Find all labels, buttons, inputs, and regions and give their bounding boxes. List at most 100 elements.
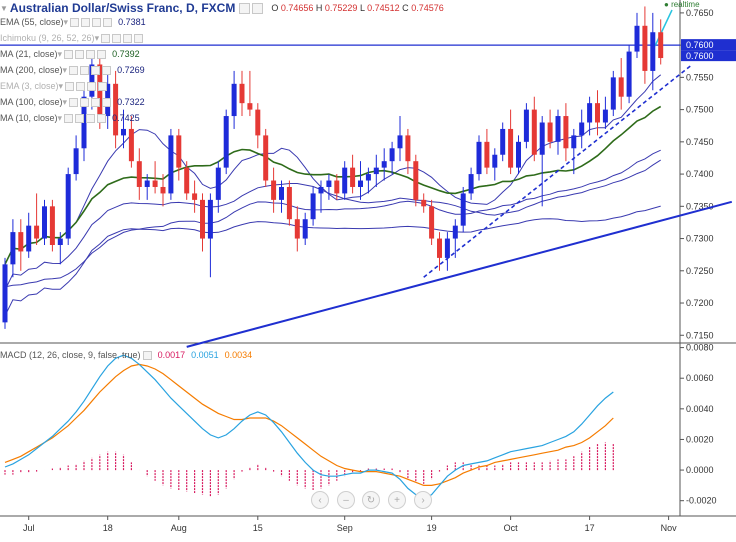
eye-icon[interactable] xyxy=(70,17,80,27)
macd-tick-label: -0.0020 xyxy=(686,496,717,506)
candle-body xyxy=(152,180,158,187)
candle-body xyxy=(215,167,221,200)
macd-tick-label: 0.0040 xyxy=(686,404,714,414)
eye-icon[interactable] xyxy=(239,2,251,14)
settings-icon[interactable] xyxy=(81,17,91,27)
close-icon[interactable] xyxy=(97,49,107,59)
candle-body xyxy=(358,180,363,187)
candle-body xyxy=(539,122,545,155)
eye-icon[interactable] xyxy=(65,81,75,91)
realtime-indicator: ● realtime xyxy=(664,0,700,9)
chevron-down-icon[interactable]: ▾ xyxy=(58,81,64,91)
settings-icon[interactable] xyxy=(252,2,264,14)
reset-icon[interactable]: ↻ xyxy=(362,491,380,509)
close-icon[interactable] xyxy=(134,33,144,43)
eye-icon[interactable] xyxy=(69,97,79,107)
indicator-row: EMA (3, close) ▾ xyxy=(0,80,113,92)
chevron-down-icon[interactable]: ▾ xyxy=(57,49,63,59)
price-tick-label: 0.7150 xyxy=(686,330,714,340)
candle-body xyxy=(389,148,395,162)
candle-body xyxy=(334,180,340,194)
plus-icon[interactable] xyxy=(86,113,96,123)
time-tick-label: Aug xyxy=(171,523,187,533)
close-icon[interactable] xyxy=(103,17,113,27)
plus-icon[interactable] xyxy=(91,65,101,75)
settings-icon[interactable] xyxy=(75,49,85,59)
close-icon[interactable] xyxy=(102,97,112,107)
candle-body xyxy=(531,109,537,155)
eye-icon[interactable] xyxy=(69,65,79,75)
ma-line xyxy=(4,159,661,291)
candle-body xyxy=(516,141,521,168)
chevron-down-icon[interactable]: ▾ xyxy=(94,33,100,43)
chevron-down-icon[interactable]: ▾ xyxy=(62,65,68,75)
zoom-in-icon[interactable]: › xyxy=(414,491,432,509)
candle-body xyxy=(610,77,616,110)
candle-body xyxy=(144,180,150,187)
chevron-down-icon[interactable]: ▾ xyxy=(63,17,69,27)
candle-body xyxy=(476,141,482,175)
candle-body xyxy=(444,238,450,258)
candle-body xyxy=(113,83,119,136)
candle-body xyxy=(508,128,514,168)
candle-body xyxy=(42,206,47,239)
close-icon[interactable] xyxy=(102,65,112,75)
plus-icon[interactable] xyxy=(87,81,97,91)
plus-icon[interactable] xyxy=(92,17,102,27)
time-tick-label: Oct xyxy=(504,523,519,533)
plus-icon[interactable] xyxy=(86,49,96,59)
chevron-down-icon[interactable]: ▼ xyxy=(0,3,8,13)
candle-body xyxy=(571,135,577,149)
candle-body xyxy=(658,32,664,59)
indicator-label: MA (100, close) xyxy=(0,97,63,107)
candle-body xyxy=(49,206,55,245)
candle-body xyxy=(437,238,442,258)
indicator-label: MA (21, close) xyxy=(0,49,58,59)
price-tick-label: 0.7350 xyxy=(686,201,714,211)
eye-icon[interactable] xyxy=(101,33,111,43)
ohlc-readout: O 0.74656 H 0.75229 L 0.74512 C 0.74576 xyxy=(271,3,444,13)
close-value: 0.74576 xyxy=(411,3,444,13)
zoom-out-icon[interactable]: ‹ xyxy=(311,491,329,509)
candle-body xyxy=(231,83,237,117)
macd-tick-label: 0.0060 xyxy=(686,373,714,383)
candle-body xyxy=(642,25,648,71)
realtime-pointer xyxy=(654,9,673,47)
price-tick-label: 0.7300 xyxy=(686,234,714,244)
macd-legend: MACD (12, 26, close, 9, false, true) 0.0… xyxy=(0,349,252,361)
settings-icon[interactable] xyxy=(112,33,122,43)
indicator-label: MA (200, close) xyxy=(0,65,63,75)
settings-icon[interactable] xyxy=(76,81,86,91)
eye-icon[interactable] xyxy=(64,49,74,59)
close-icon[interactable] xyxy=(98,81,108,91)
candle-body xyxy=(381,161,387,168)
chevron-down-icon[interactable]: ▾ xyxy=(57,113,63,123)
candle-body xyxy=(200,199,205,239)
macd-signal-value: 0.0034 xyxy=(224,350,253,360)
settings-icon[interactable] xyxy=(80,97,90,107)
minus-icon[interactable]: – xyxy=(337,491,355,509)
close-icon[interactable] xyxy=(97,113,107,123)
candle-body xyxy=(81,96,87,149)
indicator-row: Ichimoku (9, 26, 52, 26) ▾ xyxy=(0,32,149,44)
plus-icon[interactable] xyxy=(123,33,133,43)
candle-body xyxy=(294,219,300,239)
candle-body xyxy=(587,103,593,123)
macd-tick-label: 0.0000 xyxy=(686,465,714,475)
settings-icon[interactable] xyxy=(80,65,90,75)
candle-body xyxy=(160,186,166,194)
chevron-down-icon[interactable] xyxy=(142,350,152,360)
candle-body xyxy=(263,135,269,181)
plus-icon[interactable]: + xyxy=(388,491,406,509)
plus-icon[interactable] xyxy=(91,97,101,107)
candle-body xyxy=(128,128,134,162)
candle-body xyxy=(286,186,292,220)
chevron-down-icon[interactable]: ▾ xyxy=(62,97,68,107)
time-tick-label: Sep xyxy=(337,523,353,533)
high-value: 0.75229 xyxy=(324,3,358,13)
candle-body xyxy=(350,167,356,187)
indicator-row: MA (200, close) ▾ 0.7269 xyxy=(0,64,145,76)
eye-icon[interactable] xyxy=(64,113,74,123)
settings-icon[interactable] xyxy=(75,113,85,123)
